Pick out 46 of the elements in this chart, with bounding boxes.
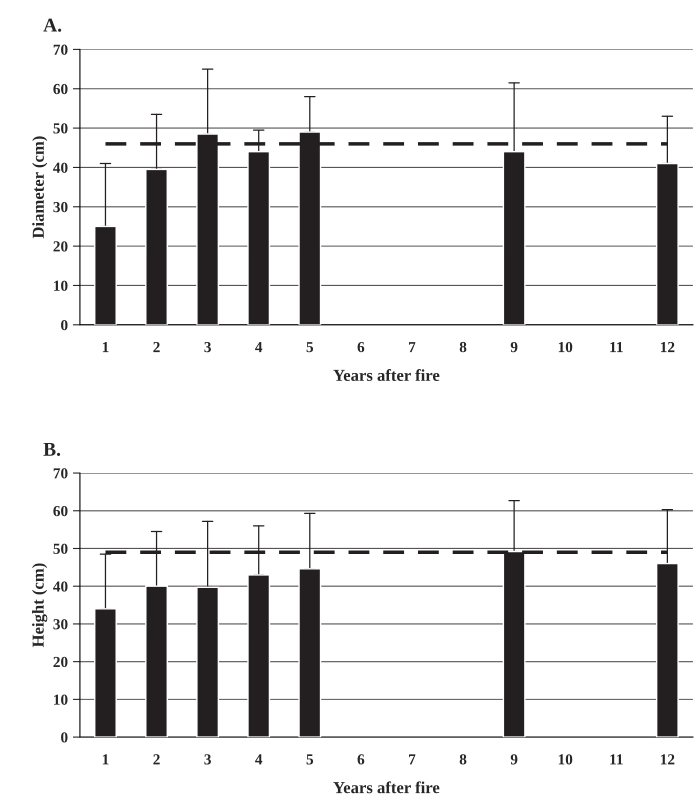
x-tick-label: 11 [610,754,623,764]
y-tick-label: 60 [53,84,68,94]
x-tick-label: 1 [102,754,108,764]
y-tick-label: 0 [61,320,68,330]
x-tick-label: 2 [153,754,160,764]
y-tick-label: 30 [53,619,68,630]
x-tick-label: 1 [102,342,108,352]
y-tick-label: 50 [53,123,68,134]
x-tick-label: 2 [153,342,160,352]
y-tick-label: 20 [53,241,68,252]
x-tick-label: 6 [358,342,364,352]
x-tick-label: 5 [306,754,314,765]
x-axis-title: Years after fire [333,369,440,381]
x-tick-label: 3 [204,342,211,352]
x-tick-label: 7 [409,754,416,764]
y-tick-label: 70 [54,44,68,55]
x-tick-label: 9 [510,754,518,765]
x-tick-label: 8 [460,754,466,765]
y-tick-label: 30 [53,202,68,212]
y-tick-label: 60 [53,506,68,516]
x-tick-label: 8 [460,342,466,352]
x-tick-label: 6 [358,754,364,765]
y-tick-label: 20 [53,656,68,668]
x-tick-label: 10 [558,754,572,765]
x-tick-label: 9 [510,342,518,352]
x-axis-title: Years after fire [333,781,440,794]
y-tick-label: 40 [53,581,68,592]
x-tick-label: 4 [255,754,262,764]
y-tick-label: 70 [54,468,68,478]
chart-title: B. [43,442,60,456]
x-tick-label: 10 [558,342,572,352]
x-tick-label: 4 [255,342,262,352]
x-tick-label: 12 [660,342,674,352]
y-axis-title: Diameter (cm) [32,136,48,238]
x-tick-label: 5 [306,342,314,352]
x-tick-label: 7 [409,342,416,352]
x-tick-label: 3 [204,754,211,765]
x-tick-label: 12 [660,754,674,764]
y-tick-label: 40 [53,162,68,173]
y-axis-title: Height (cm) [32,563,48,648]
y-tick-label: 10 [54,694,68,705]
y-tick-label: 50 [53,544,68,554]
y-tick-label: 10 [54,280,68,291]
y-tick-label: 0 [61,732,68,743]
chart-title: A. [43,18,62,32]
x-tick-label: 11 [610,342,623,352]
